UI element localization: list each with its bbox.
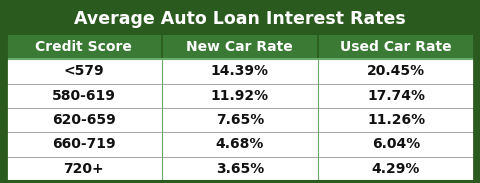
Text: Used Car Rate: Used Car Rate [340,40,452,54]
Bar [6,132,162,156]
Bar [318,108,474,132]
Bar [162,156,318,181]
Text: Credit Score: Credit Score [36,40,132,54]
Text: 580-619: 580-619 [52,89,116,103]
Bar [6,108,162,132]
Text: 7.65%: 7.65% [216,113,264,127]
Bar [6,2,474,35]
Bar [6,35,162,59]
Bar [6,156,162,181]
Text: 4.29%: 4.29% [372,162,420,176]
Bar [162,132,318,156]
Text: <579: <579 [63,64,104,79]
Bar [318,132,474,156]
Bar [162,108,318,132]
Text: New Car Rate: New Car Rate [186,40,293,54]
Text: 4.68%: 4.68% [216,137,264,151]
Text: 11.92%: 11.92% [211,89,269,103]
Bar [318,84,474,108]
Text: 11.26%: 11.26% [367,113,425,127]
Text: 620-659: 620-659 [52,113,116,127]
Text: 14.39%: 14.39% [211,64,269,79]
Text: 660-719: 660-719 [52,137,116,151]
Bar [318,35,474,59]
Text: 20.45%: 20.45% [367,64,425,79]
Bar [162,84,318,108]
Bar [162,35,318,59]
Bar [162,59,318,84]
Text: 6.04%: 6.04% [372,137,420,151]
Bar [318,156,474,181]
Bar [6,59,162,84]
Text: 3.65%: 3.65% [216,162,264,176]
Text: Average Auto Loan Interest Rates: Average Auto Loan Interest Rates [74,10,406,28]
Text: 720+: 720+ [63,162,104,176]
Text: 17.74%: 17.74% [367,89,425,103]
Bar [318,59,474,84]
Bar [6,84,162,108]
